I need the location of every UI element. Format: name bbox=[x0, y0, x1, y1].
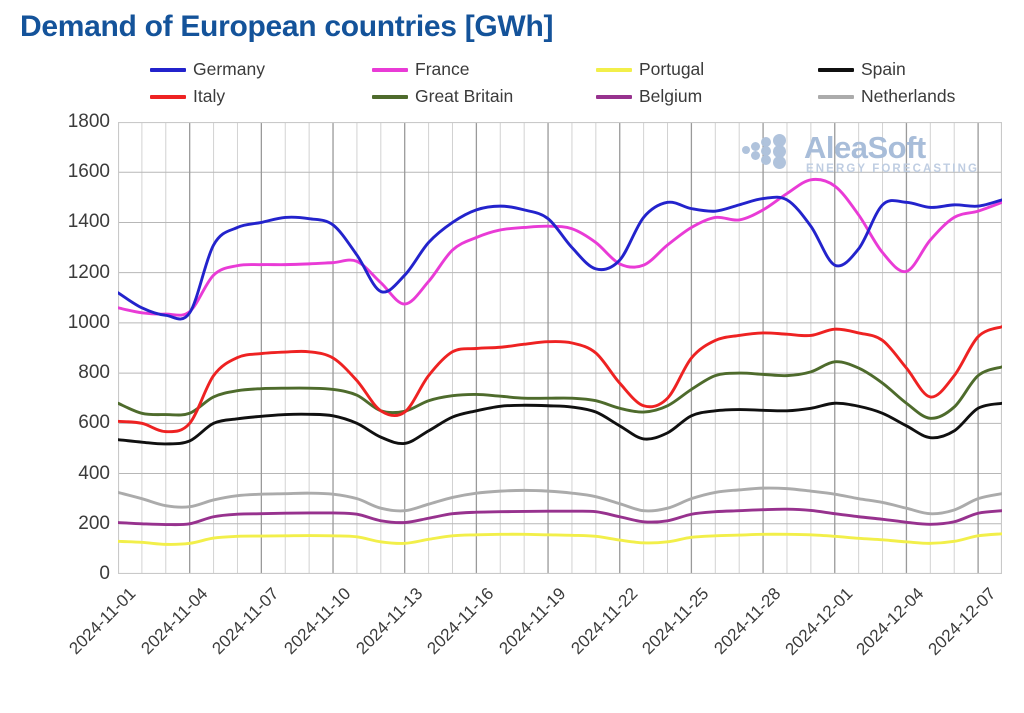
legend-label: France bbox=[415, 59, 470, 79]
y-tick-label: 1400 bbox=[67, 211, 110, 233]
data-series-layer bbox=[118, 177, 1002, 546]
y-tick-label: 200 bbox=[78, 512, 110, 534]
legend-item-belgium[interactable]: Belgium bbox=[596, 86, 818, 107]
y-tick-label: 1800 bbox=[67, 111, 110, 132]
legend-item-spain[interactable]: Spain bbox=[818, 59, 1010, 80]
plot-area bbox=[118, 122, 1002, 574]
legend-label: Netherlands bbox=[861, 86, 956, 106]
legend-label: Belgium bbox=[639, 86, 703, 106]
legend-swatch-icon bbox=[150, 94, 186, 99]
series-canvas bbox=[118, 122, 1002, 574]
series-line-netherlands bbox=[118, 486, 1002, 516]
series-line-great-britain bbox=[118, 360, 1002, 420]
legend-swatch-icon bbox=[596, 67, 632, 72]
legend-label: Portugal bbox=[639, 59, 705, 79]
legend-swatch-icon bbox=[372, 94, 408, 99]
chart-legend: Germany France Portugal Spain Italy Great Bri… bbox=[150, 56, 1010, 110]
y-tick-label: 1000 bbox=[67, 311, 110, 333]
legend-item-france[interactable]: France bbox=[372, 59, 596, 80]
grid-horizontal-lines bbox=[118, 171, 1002, 525]
x-tick-label: 2024-11-01 bbox=[65, 584, 140, 659]
y-tick-label: 1600 bbox=[67, 161, 110, 183]
series-line-belgium bbox=[118, 507, 1002, 527]
legend-item-portugal[interactable]: Portugal bbox=[596, 59, 818, 80]
legend-swatch-icon bbox=[818, 67, 854, 72]
plot-border bbox=[118, 122, 1002, 574]
legend-swatch-icon bbox=[372, 67, 408, 72]
series-line-germany bbox=[118, 195, 1002, 321]
legend-label: Great Britain bbox=[415, 86, 514, 106]
y-tick-label: 600 bbox=[78, 412, 110, 434]
y-axis-tick-labels: 0 200 400 600 800 1000 1200 1400 1600 1800 bbox=[0, 0, 110, 713]
y-tick-label: 800 bbox=[78, 362, 110, 384]
legend-swatch-icon bbox=[596, 94, 632, 99]
legend-label: Germany bbox=[193, 59, 265, 79]
series-line-france bbox=[118, 177, 1002, 317]
series-line-spain bbox=[118, 401, 1002, 446]
legend-item-great-britain[interactable]: Great Britain bbox=[372, 86, 596, 107]
legend-swatch-icon bbox=[818, 94, 854, 99]
legend-item-germany[interactable]: Germany bbox=[150, 59, 372, 80]
y-tick-label: 400 bbox=[78, 462, 110, 484]
series-line-portugal bbox=[118, 532, 1002, 546]
y-tick-label: 0 bbox=[99, 563, 110, 584]
legend-label: Spain bbox=[861, 59, 906, 79]
legend-label: Italy bbox=[193, 86, 226, 106]
series-line-italy bbox=[118, 325, 1002, 434]
legend-item-netherlands[interactable]: Netherlands bbox=[818, 86, 1010, 107]
legend-swatch-icon bbox=[150, 67, 186, 72]
page-title: Demand of European countries [GWh] bbox=[20, 10, 554, 43]
legend-item-italy[interactable]: Italy bbox=[150, 86, 372, 107]
y-tick-label: 1200 bbox=[67, 261, 110, 283]
